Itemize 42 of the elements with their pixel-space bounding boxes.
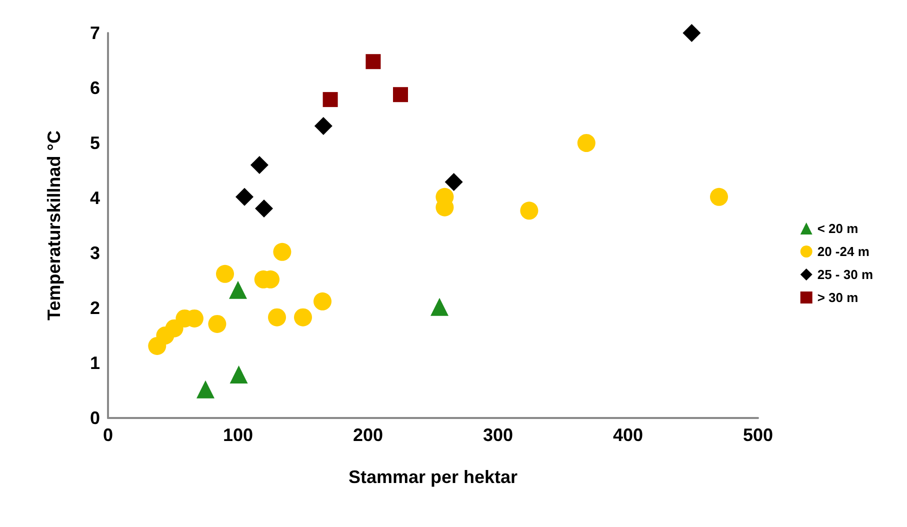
point: [322, 92, 338, 108]
point: [230, 366, 248, 384]
y-tick-label: 5: [90, 133, 100, 153]
point: [710, 188, 728, 206]
point: [208, 314, 226, 333]
point: [255, 199, 273, 218]
x-tick-label: 500: [742, 425, 774, 445]
y-tick-label: 3: [90, 243, 100, 263]
point: [577, 134, 596, 152]
point: [366, 54, 381, 70]
point: [294, 308, 312, 326]
point: [196, 380, 214, 398]
point: [430, 298, 448, 316]
legend-label: 20 -24 m: [817, 244, 870, 259]
x-tick-label: 300: [482, 425, 514, 445]
x-tick-label: 400: [612, 425, 644, 445]
point: [314, 292, 332, 310]
x-tick-label: 100: [222, 425, 254, 445]
x-axis-title: Stammar per hektar: [348, 467, 518, 487]
point: [444, 173, 463, 192]
point: [682, 24, 701, 42]
y-tick-label: 7: [90, 23, 100, 43]
legend-label: 25 - 30 m: [817, 267, 874, 282]
y-axis-title: Temperaturskillnad °C: [44, 130, 64, 320]
legend-label: > 30 m: [817, 290, 858, 305]
point: [314, 116, 332, 135]
y-tick-label: 4: [90, 188, 100, 208]
point: [273, 242, 292, 261]
point: [393, 87, 408, 102]
point: [216, 264, 234, 283]
legend-label: < 20 m: [817, 221, 858, 236]
y-tick-label: 0: [90, 408, 100, 428]
y-tick-label: 2: [90, 298, 100, 318]
y-tick-label: 6: [90, 78, 100, 98]
x-tick-label: 200: [352, 425, 384, 445]
point: [250, 156, 268, 174]
x-tick-label: 0: [102, 425, 114, 445]
point: [236, 188, 254, 206]
point: [229, 280, 247, 299]
point: [520, 202, 538, 220]
point: [268, 308, 286, 326]
y-tick-label: 1: [90, 353, 100, 373]
